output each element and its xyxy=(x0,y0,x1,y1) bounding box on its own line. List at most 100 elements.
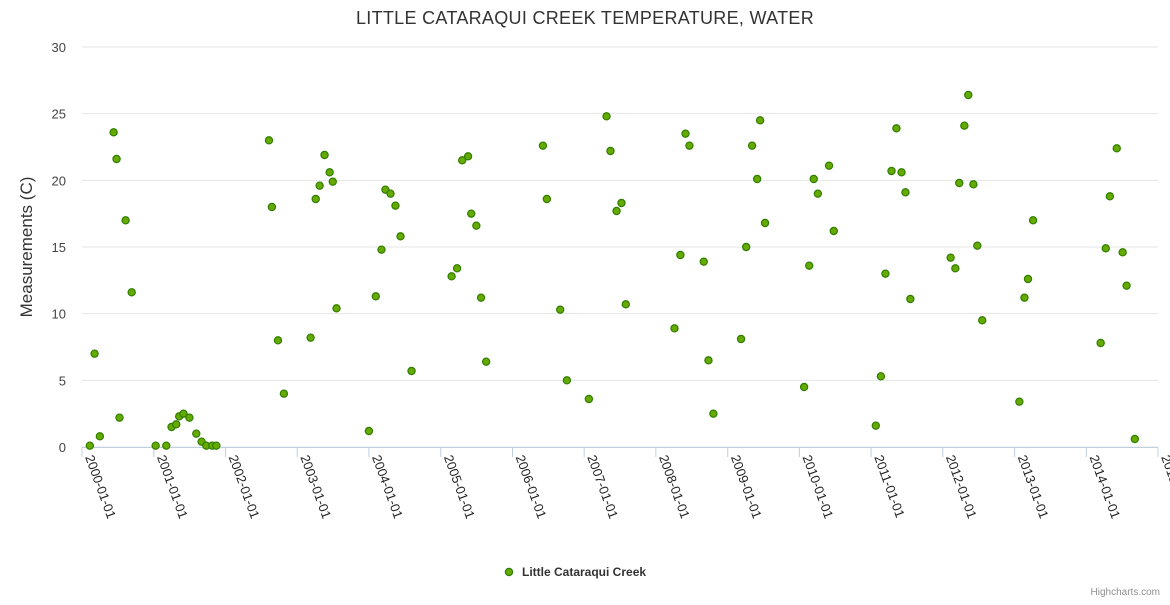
data-point[interactable] xyxy=(332,304,341,313)
data-point[interactable] xyxy=(621,300,630,309)
data-point[interactable] xyxy=(1118,248,1127,257)
data-point[interactable] xyxy=(121,216,130,225)
data-point[interactable] xyxy=(1122,281,1131,290)
data-point[interactable] xyxy=(892,124,901,133)
data-point[interactable] xyxy=(273,336,283,345)
data-point[interactable] xyxy=(709,409,718,418)
data-point[interactable] xyxy=(799,382,809,392)
data-point[interactable] xyxy=(315,181,324,190)
data-point[interactable] xyxy=(612,206,621,216)
data-point[interactable] xyxy=(741,242,751,252)
data-point[interactable] xyxy=(676,250,685,260)
data-point[interactable] xyxy=(542,194,552,204)
data-point[interactable] xyxy=(311,194,320,204)
data-point[interactable] xyxy=(747,141,757,150)
data-point[interactable] xyxy=(85,441,95,450)
data-point[interactable] xyxy=(951,264,960,273)
data-point[interactable] xyxy=(1112,144,1121,153)
data-point[interactable] xyxy=(320,150,329,160)
data-point[interactable] xyxy=(946,253,955,262)
data-point[interactable] xyxy=(906,294,915,304)
data-point[interactable] xyxy=(371,292,380,301)
data-point[interactable] xyxy=(162,441,171,450)
data-point[interactable] xyxy=(1130,434,1140,444)
data-point[interactable] xyxy=(752,174,762,184)
data-point[interactable] xyxy=(871,421,880,430)
data-point[interactable] xyxy=(364,426,374,436)
data-point[interactable] xyxy=(1105,192,1115,201)
legend-item-little-cataraqui-creek[interactable]: Little Cataraqui Creek xyxy=(504,565,646,579)
data-point[interactable] xyxy=(978,316,987,325)
credits-link[interactable]: Highcharts.com xyxy=(1091,587,1160,598)
data-point[interactable] xyxy=(562,376,572,385)
data-point[interactable] xyxy=(964,90,973,100)
data-point[interactable] xyxy=(179,409,188,418)
data-point[interactable] xyxy=(185,413,194,422)
data-point[interactable] xyxy=(955,178,964,188)
data-point[interactable] xyxy=(704,356,713,365)
data-point[interactable] xyxy=(1101,244,1110,253)
data-point[interactable] xyxy=(602,112,611,121)
data-point[interactable] xyxy=(736,334,746,344)
data-point[interactable] xyxy=(151,441,160,450)
data-point[interactable] xyxy=(606,146,615,156)
data-point[interactable] xyxy=(960,121,969,130)
data-point[interactable] xyxy=(476,293,486,302)
data-point[interactable] xyxy=(1023,274,1033,284)
data-point[interactable] xyxy=(681,129,690,138)
data-point[interactable] xyxy=(172,420,181,429)
data-point[interactable] xyxy=(90,349,99,358)
data-point[interactable] xyxy=(897,168,906,177)
data-point[interactable] xyxy=(192,429,201,438)
data-point[interactable] xyxy=(969,180,978,189)
data-point[interactable] xyxy=(901,188,910,197)
data-point[interactable] xyxy=(829,226,838,236)
data-point[interactable] xyxy=(755,116,765,125)
data-point[interactable] xyxy=(325,168,334,177)
data-point[interactable] xyxy=(760,218,770,228)
data-point[interactable] xyxy=(212,441,221,450)
data-point[interactable] xyxy=(109,128,118,137)
data-point[interactable] xyxy=(396,232,405,241)
data-point[interactable] xyxy=(386,189,395,198)
data-point[interactable] xyxy=(809,174,818,184)
data-point[interactable] xyxy=(472,221,481,230)
data-point[interactable] xyxy=(699,257,708,266)
data-point[interactable] xyxy=(377,245,386,254)
data-point[interactable] xyxy=(463,152,473,161)
data-point[interactable] xyxy=(481,357,491,366)
data-point[interactable] xyxy=(876,372,886,381)
data-point[interactable] xyxy=(279,389,289,398)
data-point[interactable] xyxy=(328,177,337,186)
data-point[interactable] xyxy=(813,189,823,198)
data-point[interactable] xyxy=(112,154,121,164)
data-point[interactable] xyxy=(467,209,476,218)
data-point[interactable] xyxy=(127,288,136,297)
data-point[interactable] xyxy=(391,201,400,210)
data-point[interactable] xyxy=(447,272,456,281)
data-point[interactable] xyxy=(824,161,834,170)
data-point[interactable] xyxy=(264,136,274,145)
data-point[interactable] xyxy=(407,366,416,376)
data-point[interactable] xyxy=(805,261,814,270)
data-point[interactable] xyxy=(1096,338,1105,348)
data-point[interactable] xyxy=(1028,216,1038,225)
data-point[interactable] xyxy=(881,269,890,278)
data-point[interactable] xyxy=(556,305,565,314)
data-point[interactable] xyxy=(584,394,594,404)
data-point[interactable] xyxy=(306,333,315,342)
data-point[interactable] xyxy=(458,156,467,165)
data-point[interactable] xyxy=(887,166,896,176)
y-tick-label: 20 xyxy=(52,173,66,188)
data-point[interactable] xyxy=(1020,293,1029,302)
data-point[interactable] xyxy=(670,324,679,333)
data-point[interactable] xyxy=(267,202,277,212)
data-point[interactable] xyxy=(617,198,626,208)
data-point[interactable] xyxy=(973,241,982,250)
data-point[interactable] xyxy=(452,264,462,273)
data-point[interactable] xyxy=(685,141,694,150)
data-point[interactable] xyxy=(538,141,548,150)
data-point[interactable] xyxy=(95,432,105,441)
data-point[interactable] xyxy=(115,413,124,422)
data-point[interactable] xyxy=(1015,397,1024,406)
